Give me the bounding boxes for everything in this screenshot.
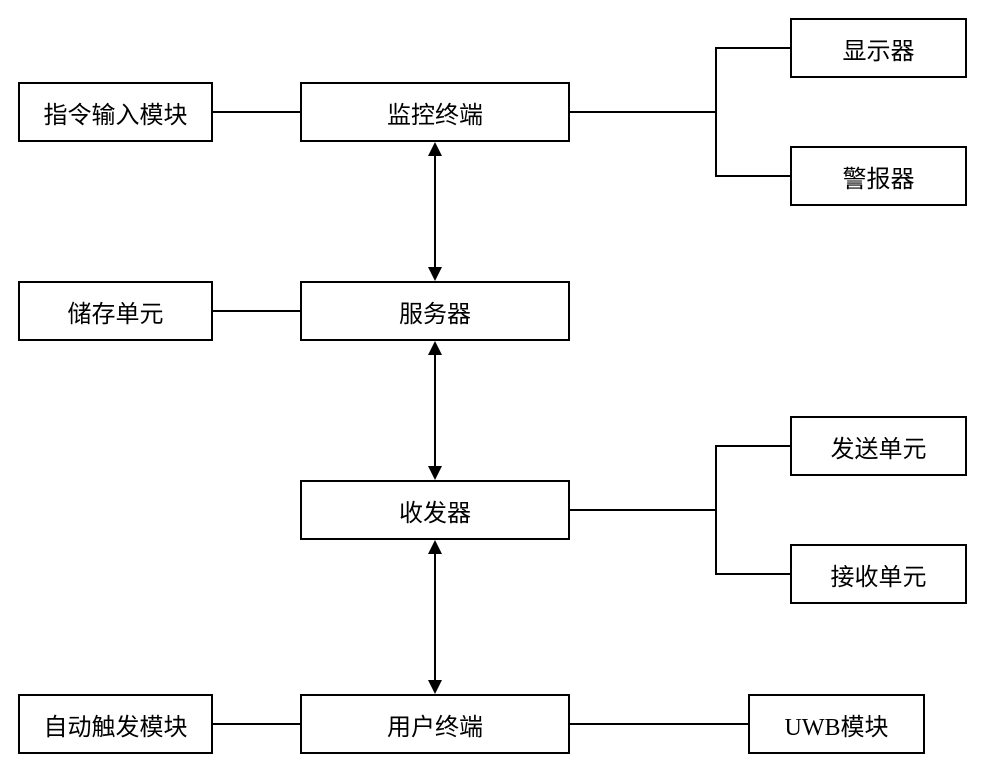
- edge-transceiver-send: [717, 445, 790, 447]
- node-alarm: 警报器: [790, 146, 967, 206]
- node-uwb-module: UWB模块: [748, 694, 925, 754]
- edge-autotrigger-user: [213, 723, 300, 725]
- edge-user-uwb: [570, 723, 748, 725]
- edge-transceiver-receive: [717, 573, 790, 575]
- arrow-monitor-server-up: [428, 142, 442, 156]
- node-server: 服务器: [300, 281, 570, 341]
- edge-transceiver-branch-stem: [570, 509, 715, 511]
- label-send-unit: 发送单元: [831, 429, 927, 464]
- arrow-server-transceiver-down: [428, 466, 442, 480]
- node-storage: 储存单元: [18, 281, 213, 341]
- label-uwb-module: UWB模块: [785, 707, 889, 742]
- edge-transceiver-user: [434, 553, 436, 682]
- label-user-terminal: 用户终端: [387, 707, 483, 742]
- label-receive-unit: 接收单元: [831, 557, 927, 592]
- label-transceiver: 收发器: [399, 493, 471, 528]
- edge-input-monitor: [213, 111, 300, 113]
- label-auto-trigger: 自动触发模块: [44, 707, 188, 742]
- edge-monitor-alarm: [717, 175, 790, 177]
- edge-monitor-server: [434, 155, 436, 269]
- label-server: 服务器: [399, 294, 471, 329]
- edge-monitor-display: [717, 47, 790, 49]
- node-auto-trigger: 自动触发模块: [18, 694, 213, 754]
- label-alarm: 警报器: [843, 159, 915, 194]
- node-user-terminal: 用户终端: [300, 694, 570, 754]
- node-send-unit: 发送单元: [790, 416, 967, 476]
- label-monitor-terminal: 监控终端: [387, 95, 483, 130]
- edge-transceiver-branch-vert: [715, 445, 717, 575]
- node-input-module: 指令输入模块: [18, 82, 213, 142]
- arrow-monitor-server-down: [428, 267, 442, 281]
- edge-monitor-branch-vert: [715, 47, 717, 177]
- edge-monitor-branch-stem: [570, 111, 715, 113]
- label-storage: 储存单元: [68, 294, 164, 329]
- node-display: 显示器: [790, 18, 967, 78]
- arrow-server-transceiver-up: [428, 341, 442, 355]
- label-input-module: 指令输入模块: [44, 95, 188, 130]
- node-monitor-terminal: 监控终端: [300, 82, 570, 142]
- arrow-transceiver-user-down: [428, 680, 442, 694]
- edge-storage-server: [213, 310, 300, 312]
- arrow-transceiver-user-up: [428, 540, 442, 554]
- label-display: 显示器: [843, 31, 915, 66]
- edge-server-transceiver: [434, 354, 436, 468]
- node-transceiver: 收发器: [300, 480, 570, 540]
- node-receive-unit: 接收单元: [790, 544, 967, 604]
